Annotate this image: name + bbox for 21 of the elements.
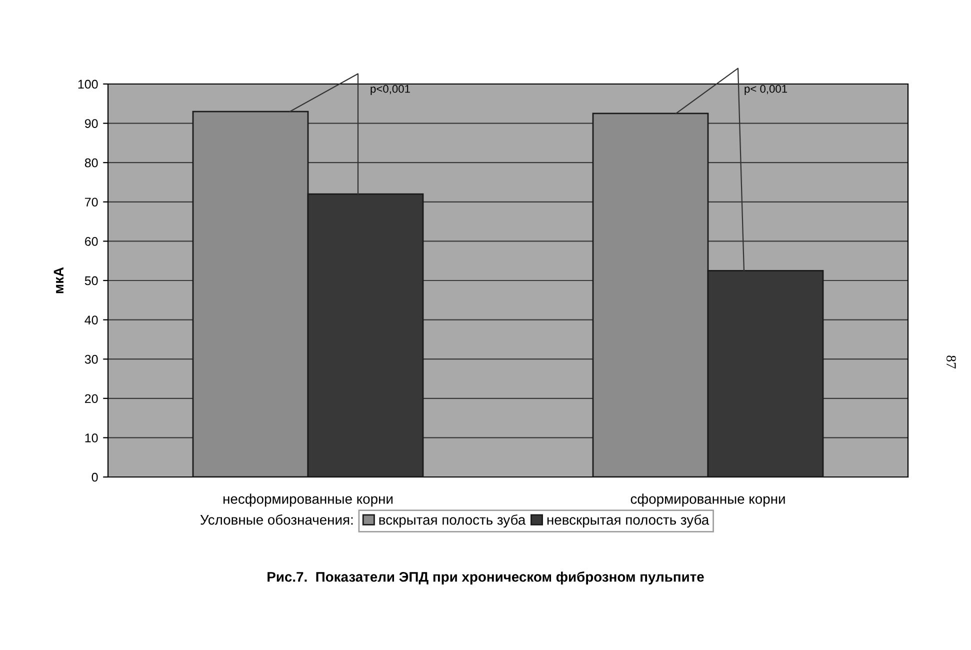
text: 87 <box>946 356 956 369</box>
y-tick-label: 20 <box>85 394 98 404</box>
y-tick-label: 40 <box>84 316 98 324</box>
text: Рис.7. Показатели ЭПД при хроническом фиброзном пульпите <box>268 571 704 585</box>
legend-label: вскрытая полость зуба <box>379 514 526 528</box>
y-tick-label: 80 <box>84 158 98 168</box>
annotation: p<0,001 <box>370 84 410 95</box>
legend-label: невскрытая полость зуба <box>547 514 710 528</box>
y-tick-label: 30 <box>84 354 98 364</box>
y-tick-label: 10 <box>85 434 98 442</box>
y-tick-label: 100 <box>78 80 98 89</box>
y-tick-label: 90 <box>84 119 98 128</box>
x-tick-label: сформированные корни <box>630 494 785 507</box>
y-tick-label: 0 <box>92 472 98 482</box>
x-tick-label: несформированные корни <box>224 494 393 507</box>
annotation: p< 0,001 <box>744 84 788 95</box>
legend-title: Условные обозначения: <box>200 514 353 525</box>
y-tick-label: 60 <box>85 237 98 246</box>
y-axis-title: мкА <box>54 267 64 294</box>
y-tick-label: 70 <box>85 198 98 207</box>
y-tick-label: 50 <box>84 276 98 286</box>
